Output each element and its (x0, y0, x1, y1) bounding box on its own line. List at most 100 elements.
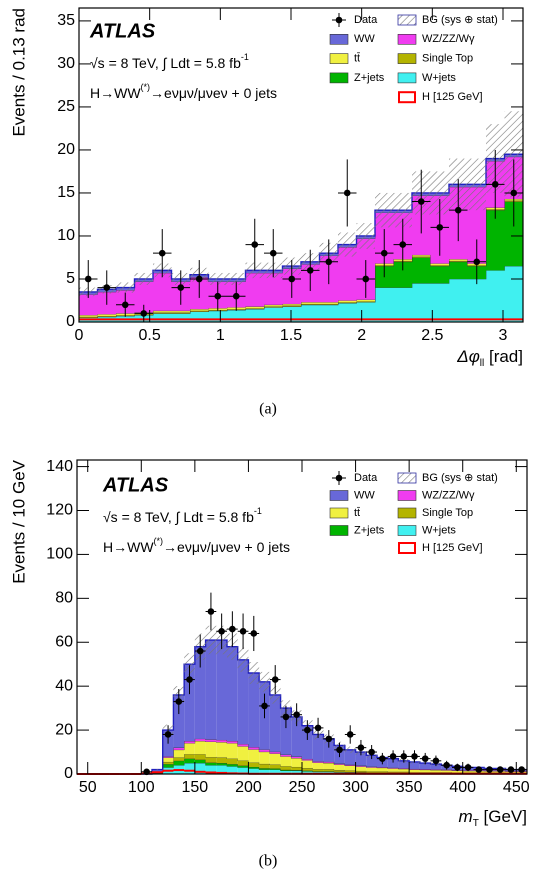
stack-bar (398, 760, 410, 769)
stack-bar (194, 754, 206, 760)
stack-bar (504, 266, 523, 322)
stack-bar (356, 299, 375, 302)
stack-bar (173, 694, 185, 748)
stack-bar (227, 764, 238, 767)
data-point (218, 627, 225, 635)
stack-bar (259, 763, 270, 769)
stack-bar (504, 201, 523, 267)
legend-label: Z+jets (354, 524, 385, 536)
stack-bar (153, 313, 172, 322)
data-point (475, 766, 483, 773)
stack-bar (264, 307, 283, 322)
x-tick-label: 150 (182, 779, 209, 796)
uncertainty-band (430, 171, 449, 215)
legend-swatch (329, 507, 349, 519)
legend-label: H [125 GeV] (422, 91, 483, 103)
process-label-part: (*) (141, 82, 151, 92)
data-point (164, 731, 172, 738)
stack-bar (323, 761, 335, 764)
stack-bar (153, 310, 172, 313)
data-point (380, 249, 388, 257)
stack-bar (398, 768, 410, 772)
stack-bar (216, 765, 227, 774)
data-point (454, 764, 461, 771)
x-tick-label: 300 (342, 779, 369, 796)
stack-bar (319, 302, 338, 304)
stack-bar (387, 768, 399, 772)
x-axis-title-part: [rad] (484, 347, 523, 366)
stack-bar (430, 263, 449, 266)
y-tick-label: 25 (57, 98, 75, 115)
stack-bar (227, 646, 238, 742)
stack-bar (449, 261, 468, 279)
stack-bar (216, 763, 227, 766)
x-tick-label: 2.5 (421, 327, 443, 344)
stack-bar (449, 260, 468, 262)
stack-bar (412, 257, 431, 284)
stack-bar (387, 771, 399, 773)
legend-label: WZ/ZZ/Wγ (422, 33, 475, 45)
data-point (379, 755, 386, 762)
data-point (306, 267, 314, 274)
stack-bar (366, 767, 377, 772)
stack-bar (216, 757, 227, 764)
caption: (b) (259, 853, 278, 870)
stack-bar (302, 759, 313, 761)
stack-bar (173, 757, 185, 761)
stack-bar (205, 739, 217, 742)
stack-bar (280, 770, 292, 774)
x-tick-label: 400 (449, 779, 476, 796)
stack-bar (430, 769, 442, 771)
data-point (196, 647, 204, 655)
data-point (343, 189, 351, 197)
data-point (288, 275, 296, 283)
stack-bar (153, 312, 172, 314)
legend-swatch (329, 53, 349, 64)
data-point (239, 627, 247, 635)
stack-bar (248, 749, 260, 763)
stack-bar (248, 747, 260, 750)
stack-bar (205, 640, 217, 740)
legend-swatch (397, 72, 417, 84)
stack-bar (216, 742, 227, 758)
stack-bar (248, 768, 260, 774)
data-point (250, 630, 258, 637)
stack-bar (162, 756, 174, 758)
stack-bar (387, 758, 399, 768)
stack-bar (237, 760, 249, 766)
data-point (175, 698, 183, 705)
stack-bar (393, 261, 412, 288)
stack-bar (441, 769, 452, 771)
data-point (496, 766, 504, 773)
data-point (251, 241, 259, 248)
stack-bar (355, 770, 367, 773)
stack-bar (323, 763, 335, 770)
uncertainty-band (237, 647, 249, 672)
uncertainty-band (338, 232, 357, 257)
stack-bar (216, 640, 227, 740)
data-point (362, 275, 370, 283)
uncertainty-band (152, 768, 163, 771)
uncertainty-band (134, 272, 153, 286)
y-tick-label: 0 (66, 313, 75, 330)
legend-swatch (398, 542, 416, 554)
stack-bar (205, 765, 217, 774)
y-axis-title: Events / 10 GeV (9, 459, 28, 583)
stack-bar (412, 254, 431, 257)
stack-bar (441, 772, 452, 773)
x-tick-label: 1.5 (280, 327, 302, 344)
data-point (400, 753, 408, 760)
stack-bar (173, 747, 185, 750)
legend-swatch (397, 507, 417, 519)
legend-swatch (335, 474, 343, 482)
stack-bar (79, 315, 98, 317)
process-label-part: →eνμν/μνeν + 0 jets (163, 539, 290, 555)
legend-label: Z+jets (354, 72, 385, 84)
stack-bar (205, 757, 217, 763)
legend-label: tt̄ (354, 52, 360, 64)
stack-bar (291, 716, 302, 757)
stack-bar (387, 767, 399, 769)
stack-bar (419, 763, 431, 770)
stack-bar (377, 767, 388, 768)
